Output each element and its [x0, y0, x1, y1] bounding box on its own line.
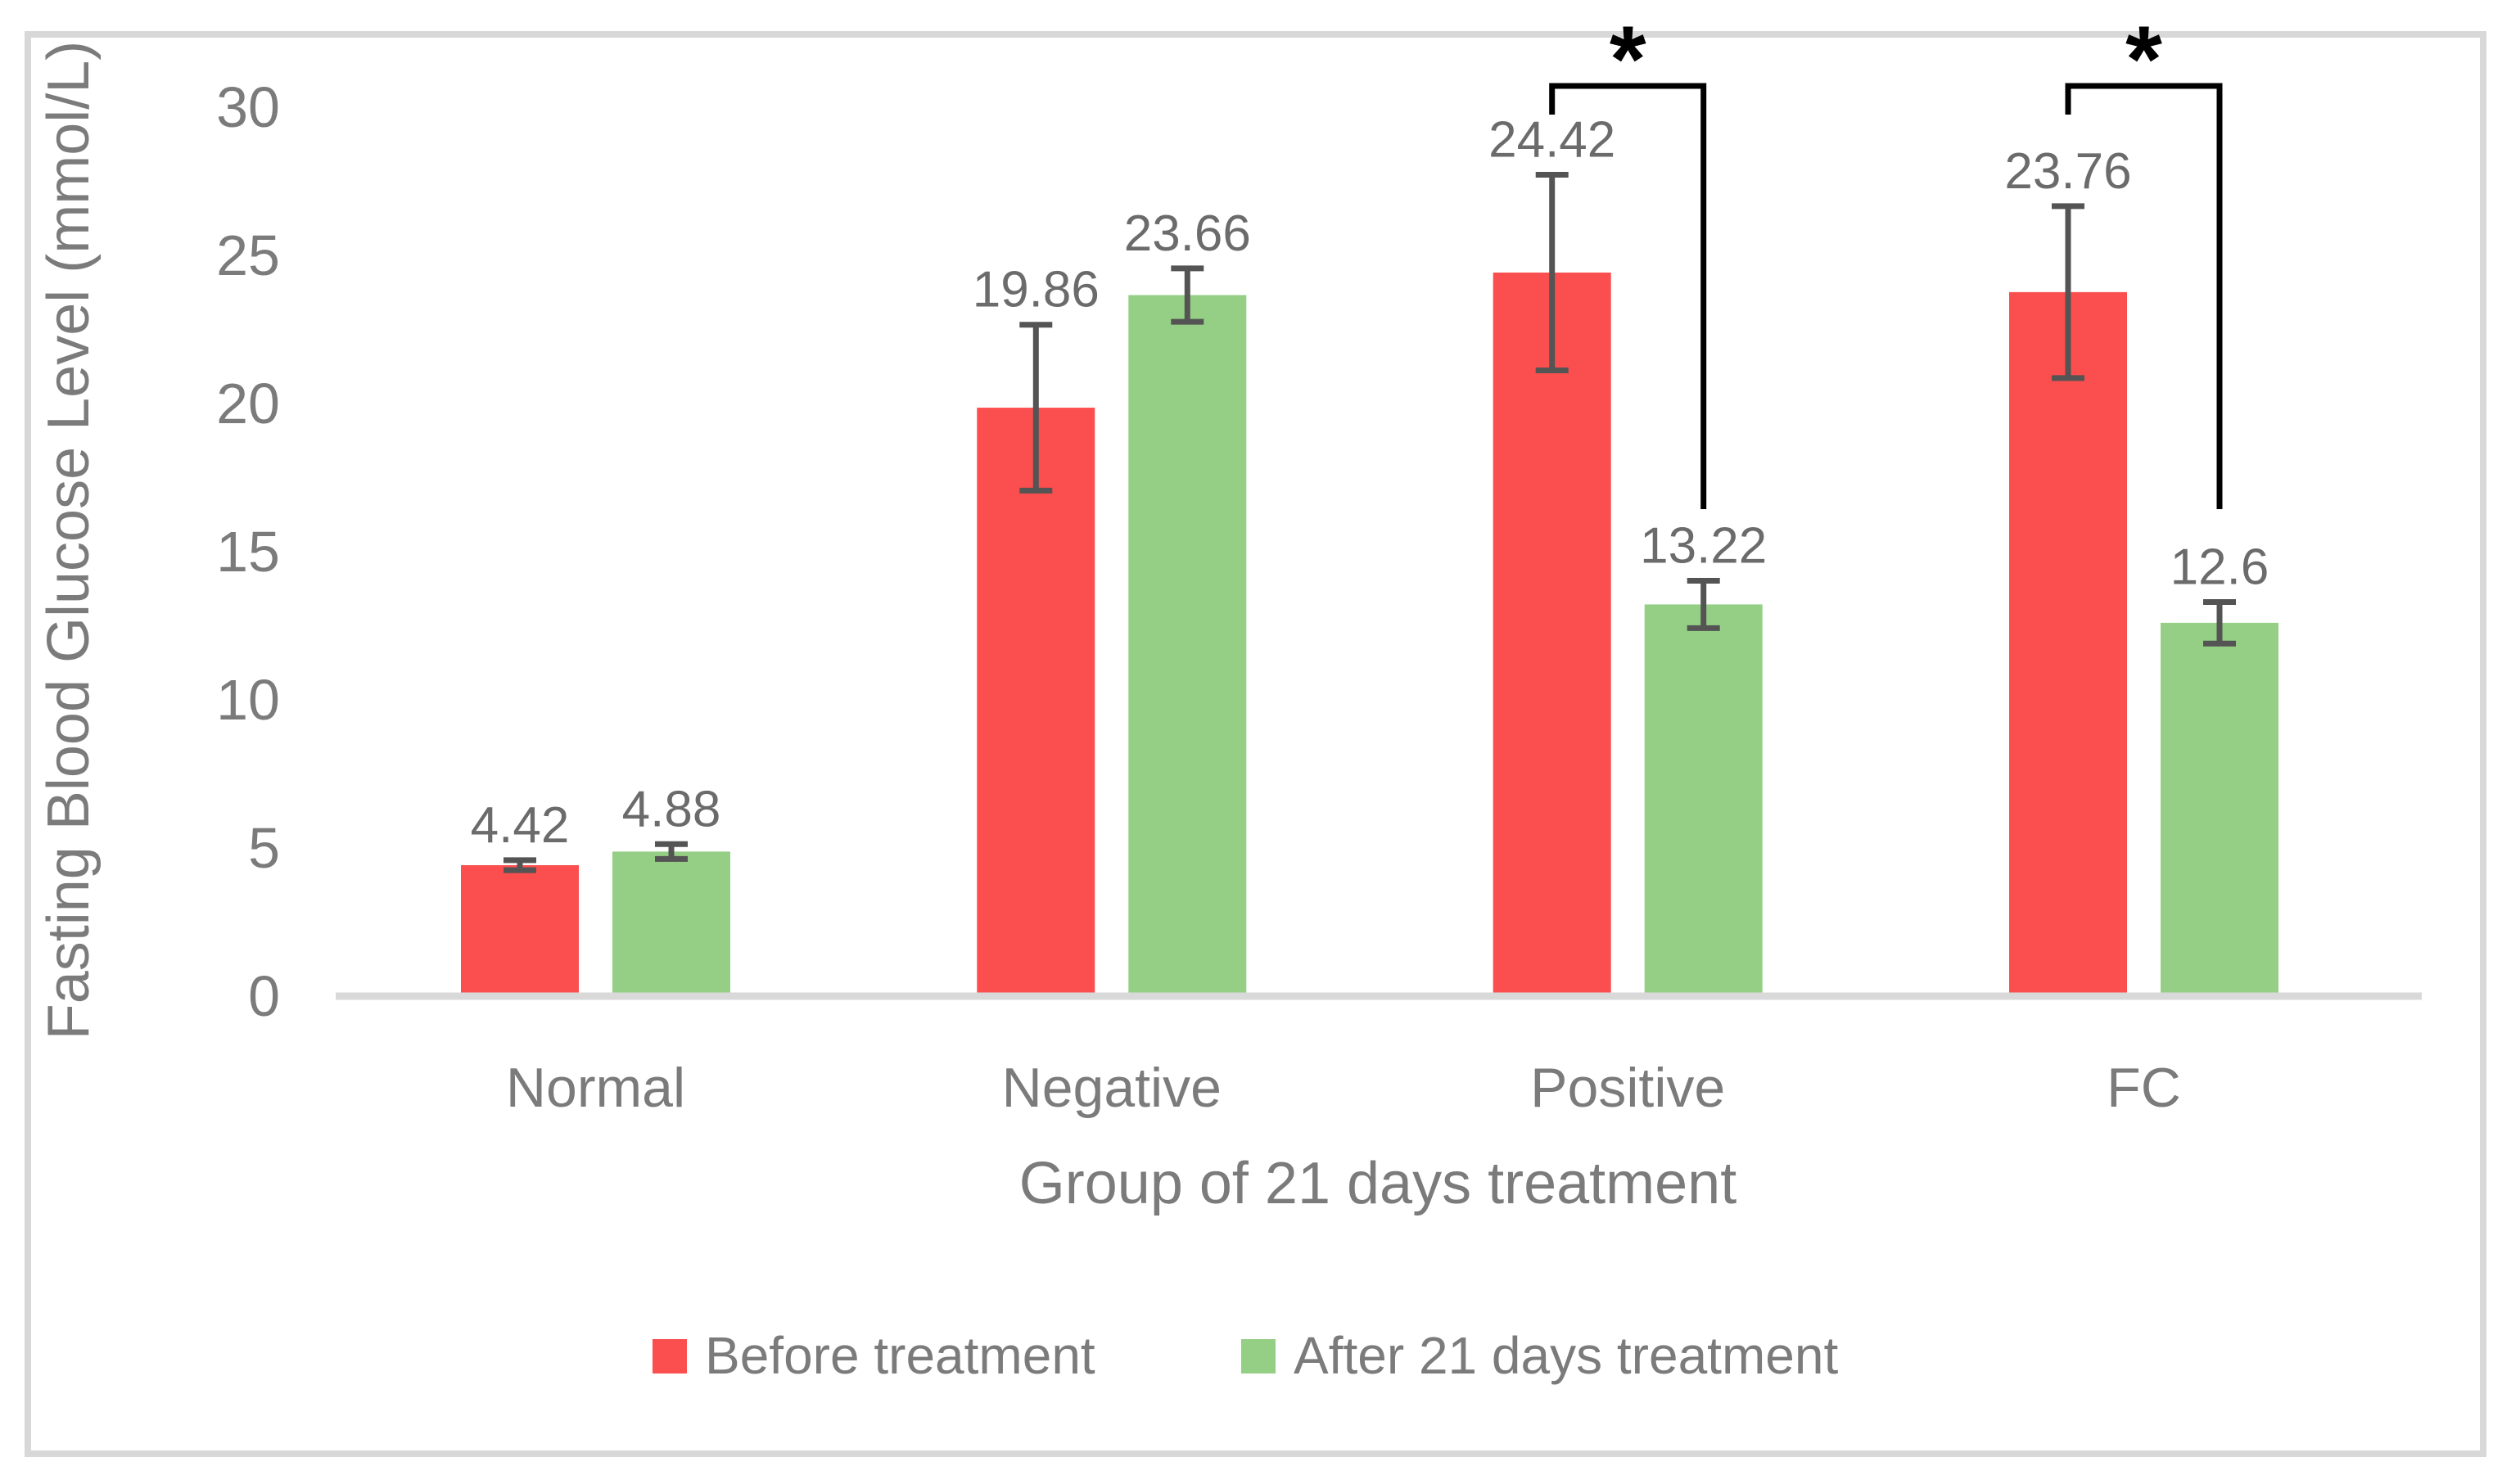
- sig-asterisk-positive: *: [1610, 7, 1646, 112]
- figure-border: [25, 31, 2486, 1457]
- x-category-label-positive: Positive: [1530, 1057, 1725, 1119]
- value-label-after-negative: 23.66: [1124, 205, 1251, 262]
- value-label-before-normal: 4.42: [471, 797, 570, 854]
- x-axis-title: Group of 21 days treatment: [1019, 1151, 1736, 1216]
- value-label-before-fc: 23.76: [2004, 143, 2131, 200]
- y-tick-label-10: 10: [216, 668, 280, 732]
- x-category-label-fc: FC: [2107, 1057, 2181, 1119]
- value-label-after-fc: 12.6: [2170, 539, 2269, 596]
- bar-before-positive: [1493, 272, 1611, 994]
- y-tick-label-25: 25: [216, 223, 280, 287]
- value-label-after-positive: 13.22: [1640, 517, 1767, 574]
- legend-label-before: Before treatment: [705, 1326, 1095, 1385]
- bar-after-negative: [1128, 295, 1247, 993]
- value-label-after-normal: 4.88: [622, 781, 721, 837]
- y-tick-label-0: 0: [248, 964, 280, 1028]
- y-axis-title: Fasting Blood Glucose Level (mmol/L): [36, 41, 102, 1040]
- y-tick-label-5: 5: [248, 816, 280, 880]
- bar-before-normal: [461, 864, 579, 993]
- value-label-before-negative: 19.86: [973, 262, 1100, 318]
- bar-before-negative: [977, 408, 1095, 993]
- bar-after-fc: [2161, 622, 2278, 993]
- legend-swatch-before: [653, 1339, 687, 1373]
- sig-asterisk-fc: *: [2125, 7, 2162, 112]
- x-category-label-negative: Negative: [1002, 1057, 1222, 1119]
- bar-after-positive: [1644, 604, 1763, 993]
- y-tick-label-20: 20: [216, 372, 280, 435]
- legend-swatch-after: [1241, 1339, 1276, 1373]
- sig-bracket-positive: [1549, 83, 1707, 509]
- sig-bracket-fc: [2065, 83, 2223, 509]
- bar-before-fc: [2009, 291, 2127, 993]
- legend-label-after: After 21 days treatment: [1294, 1326, 1838, 1385]
- value-label-before-positive: 24.42: [1488, 112, 1615, 169]
- x-category-label-normal: Normal: [506, 1057, 685, 1119]
- y-tick-label-30: 30: [216, 75, 280, 139]
- y-tick-label-15: 15: [216, 520, 280, 584]
- bar-after-normal: [612, 851, 730, 993]
